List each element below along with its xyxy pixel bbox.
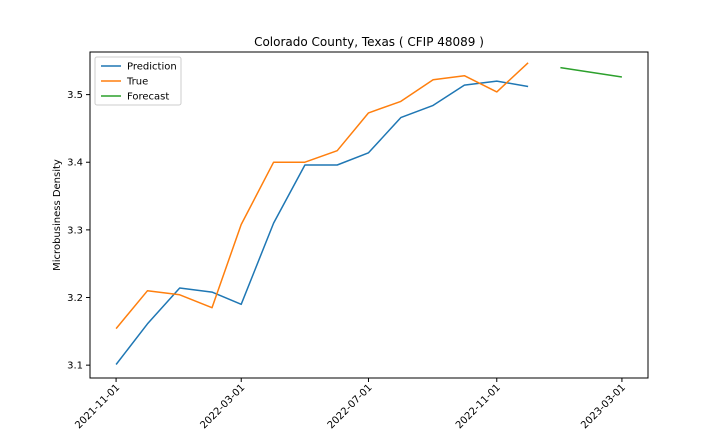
series-line-forecast — [560, 66, 623, 78]
x-tick-label: 2022-07-01 — [326, 382, 375, 431]
x-tick-label: 2023-03-01 — [579, 382, 628, 431]
y-axis-label: Microbusiness Density — [52, 159, 63, 271]
plot-background — [90, 52, 648, 378]
legend-label: Prediction — [127, 62, 177, 73]
x-tick-label: 2022-11-01 — [454, 382, 503, 431]
y-tick-label: 3.3 — [67, 225, 83, 236]
series-line-prediction — [115, 80, 529, 365]
x-axis: 2021-11-01 2022-03-01 2022-07-01 2022-11-01… — [73, 378, 628, 431]
y-axis: 3.1 3.2 3.3 3.4 3.5 — [67, 90, 90, 372]
x-tick-label: 2022-03-01 — [198, 382, 247, 431]
legend-box — [94, 56, 182, 106]
y-tick-label: 3.4 — [67, 158, 83, 169]
y-tick-label: 3.2 — [67, 293, 83, 304]
y-tick-label: 3.5 — [67, 90, 83, 101]
chart-title: Colorado County, Texas ( CFIP 48089 ) — [254, 35, 484, 49]
legend: Prediction True Forecast — [94, 56, 182, 106]
legend-label: Forecast — [127, 92, 169, 103]
y-tick-label: 3.1 — [67, 361, 83, 372]
x-tick-label: 2021-11-01 — [73, 382, 122, 431]
series-lines — [115, 62, 623, 365]
series-line-true — [115, 62, 529, 330]
legend-label: True — [126, 77, 148, 88]
plot-frame — [89, 51, 649, 379]
